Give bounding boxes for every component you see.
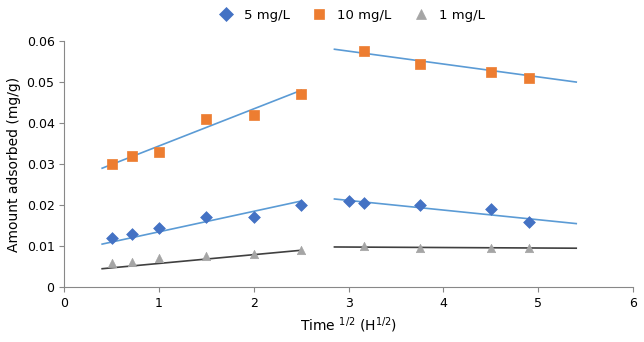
Y-axis label: Amount adsorbed (mg/g): Amount adsorbed (mg/g)	[7, 77, 21, 252]
Point	[126, 259, 137, 264]
Point	[154, 256, 164, 261]
Point	[343, 198, 354, 204]
Point	[359, 49, 369, 54]
Point	[524, 246, 534, 251]
Point	[415, 246, 425, 251]
Point	[126, 231, 137, 237]
Point	[296, 92, 307, 97]
Point	[415, 61, 425, 66]
Point	[296, 202, 307, 208]
Point	[106, 161, 117, 167]
Point	[154, 225, 164, 231]
Point	[126, 153, 137, 159]
Point	[359, 200, 369, 206]
Point	[524, 75, 534, 81]
Point	[154, 149, 164, 155]
Point	[249, 215, 259, 220]
Point	[486, 69, 496, 75]
X-axis label: Time $^{1/2}$ (H$^{1/2}$): Time $^{1/2}$ (H$^{1/2}$)	[300, 315, 397, 335]
Point	[359, 244, 369, 249]
Point	[249, 252, 259, 257]
Point	[106, 260, 117, 265]
Point	[486, 207, 496, 212]
Point	[202, 215, 212, 220]
Point	[524, 219, 534, 224]
Point	[202, 116, 212, 122]
Point	[249, 112, 259, 118]
Point	[486, 246, 496, 251]
Point	[202, 254, 212, 259]
Point	[106, 235, 117, 241]
Legend: 5 mg/L, 10 mg/L, 1 mg/L: 5 mg/L, 10 mg/L, 1 mg/L	[207, 3, 490, 27]
Point	[296, 248, 307, 253]
Point	[415, 202, 425, 208]
